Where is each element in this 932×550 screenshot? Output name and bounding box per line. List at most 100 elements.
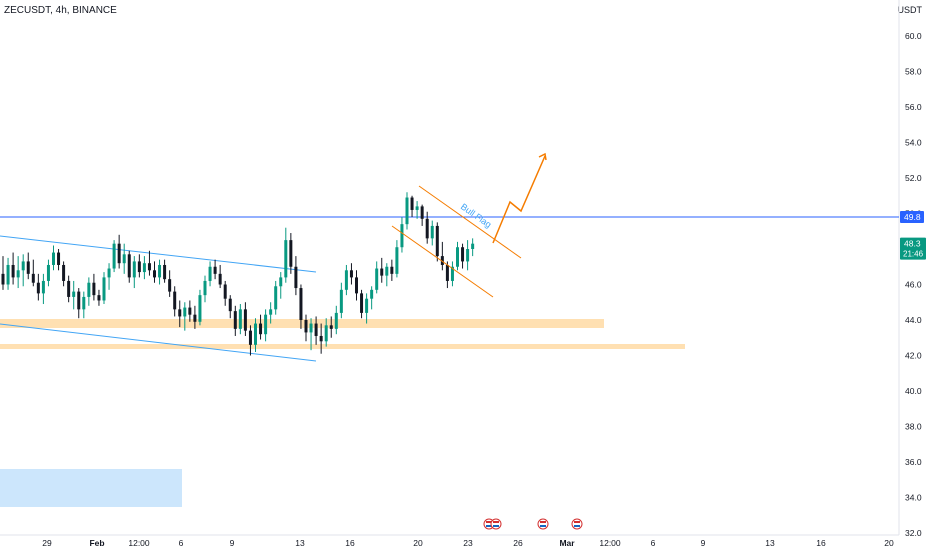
chart-title: ZECUSDT, 4h, BINANCE xyxy=(4,5,117,16)
candle-body xyxy=(1,273,5,285)
event-icon-stripe xyxy=(493,521,499,523)
candle-body xyxy=(254,323,257,345)
candle-body xyxy=(339,289,343,313)
support-zone-lower xyxy=(0,344,685,349)
x-tick-label: 13 xyxy=(295,538,305,548)
candle-body xyxy=(289,240,293,267)
level-tag-label: 49.8 xyxy=(904,212,921,222)
flag-upper-line xyxy=(418,185,522,259)
candle-body xyxy=(380,268,384,276)
candle-body xyxy=(31,273,35,283)
candle-body xyxy=(62,264,66,281)
y-tick-label: 34.0 xyxy=(905,493,922,503)
candle-body xyxy=(21,261,25,271)
candle-body xyxy=(168,279,172,292)
y-tick-label: 32.0 xyxy=(905,528,922,538)
candle-body xyxy=(193,314,197,322)
candle-body xyxy=(410,197,414,210)
event-icon-stripe xyxy=(574,525,580,527)
x-tick-label: 16 xyxy=(345,538,355,548)
candle-body xyxy=(36,282,40,294)
x-tick-label: 23 xyxy=(463,538,473,548)
candle-body xyxy=(97,295,101,301)
channel-lower-line xyxy=(0,323,317,362)
candle-body xyxy=(471,243,475,249)
candle-body xyxy=(269,309,273,315)
channel-upper-line xyxy=(0,235,317,273)
event-icon-stripe xyxy=(486,525,492,527)
candle-body xyxy=(203,280,207,296)
candle-body xyxy=(259,323,263,335)
candle-body xyxy=(344,270,348,290)
bull-flag-label: Bull Flag xyxy=(459,201,493,229)
last-price-label: 48.3 xyxy=(904,239,921,249)
x-tick-label: 9 xyxy=(230,538,235,548)
candle-body xyxy=(390,266,394,274)
candle-body xyxy=(107,268,111,278)
candle-body xyxy=(370,289,374,299)
last-price-tag xyxy=(900,237,926,260)
candle-body xyxy=(11,264,15,278)
candle-body xyxy=(67,280,71,297)
candle-body xyxy=(188,307,192,315)
candle-body xyxy=(284,240,288,278)
candle-body xyxy=(82,296,86,310)
candle-body xyxy=(46,264,50,281)
flag-lower-line xyxy=(391,225,494,298)
candle-body xyxy=(425,218,429,239)
candle-body xyxy=(435,225,439,257)
candle-body xyxy=(238,309,242,329)
candle-body xyxy=(218,273,222,285)
x-tick-label: 9 xyxy=(701,538,706,548)
projection-path xyxy=(492,155,546,244)
y-tick-label: 38.0 xyxy=(905,422,922,432)
candle-body xyxy=(173,291,177,310)
x-tick-label: Mar xyxy=(559,538,575,548)
candle-body xyxy=(355,277,358,294)
y-tick-label: 54.0 xyxy=(905,138,922,148)
candle-body xyxy=(395,247,399,274)
y-tick-label: 40.0 xyxy=(905,386,922,396)
candle-body xyxy=(274,286,278,310)
y-tick-label: 46.0 xyxy=(905,280,922,290)
candle-body xyxy=(183,307,187,317)
candle-body xyxy=(450,266,454,281)
candle-body xyxy=(92,282,96,296)
x-tick-label: 20 xyxy=(884,538,894,548)
x-tick-label: Feb xyxy=(89,538,104,548)
y-tick-label: 56.0 xyxy=(905,102,922,112)
candle-body xyxy=(294,266,298,289)
event-icon-stripe xyxy=(493,525,499,527)
x-tick-label: 26 xyxy=(513,538,523,548)
candle-body xyxy=(41,280,45,294)
candle-body xyxy=(415,206,419,210)
candle-body xyxy=(385,266,389,276)
candle-body xyxy=(122,254,126,264)
candle-body xyxy=(26,261,30,274)
y-tick-label: 52.0 xyxy=(905,173,922,183)
candle-body xyxy=(430,225,434,239)
event-icon xyxy=(537,518,549,530)
candle-body xyxy=(375,268,379,290)
y-tick-label: 60.0 xyxy=(905,31,922,41)
x-tick-label: 12:00 xyxy=(128,538,150,548)
candle-body xyxy=(324,325,328,342)
x-tick-label: 6 xyxy=(179,538,184,548)
candle-body xyxy=(127,254,131,278)
candle-body xyxy=(405,197,409,225)
currency-label: USDT xyxy=(897,5,923,15)
candle-body xyxy=(228,298,232,312)
candle-body xyxy=(102,277,106,301)
candle-body xyxy=(163,264,167,280)
event-icon xyxy=(571,518,583,530)
candle-body xyxy=(142,263,146,273)
event-icon-stripe xyxy=(540,525,546,527)
candle-body xyxy=(112,243,116,269)
candle-body xyxy=(466,249,470,262)
candle-body xyxy=(223,284,227,299)
candle-body xyxy=(178,309,182,317)
candle-body xyxy=(87,282,91,297)
y-tick-label: 58.0 xyxy=(905,67,922,77)
candle-body xyxy=(233,311,237,329)
